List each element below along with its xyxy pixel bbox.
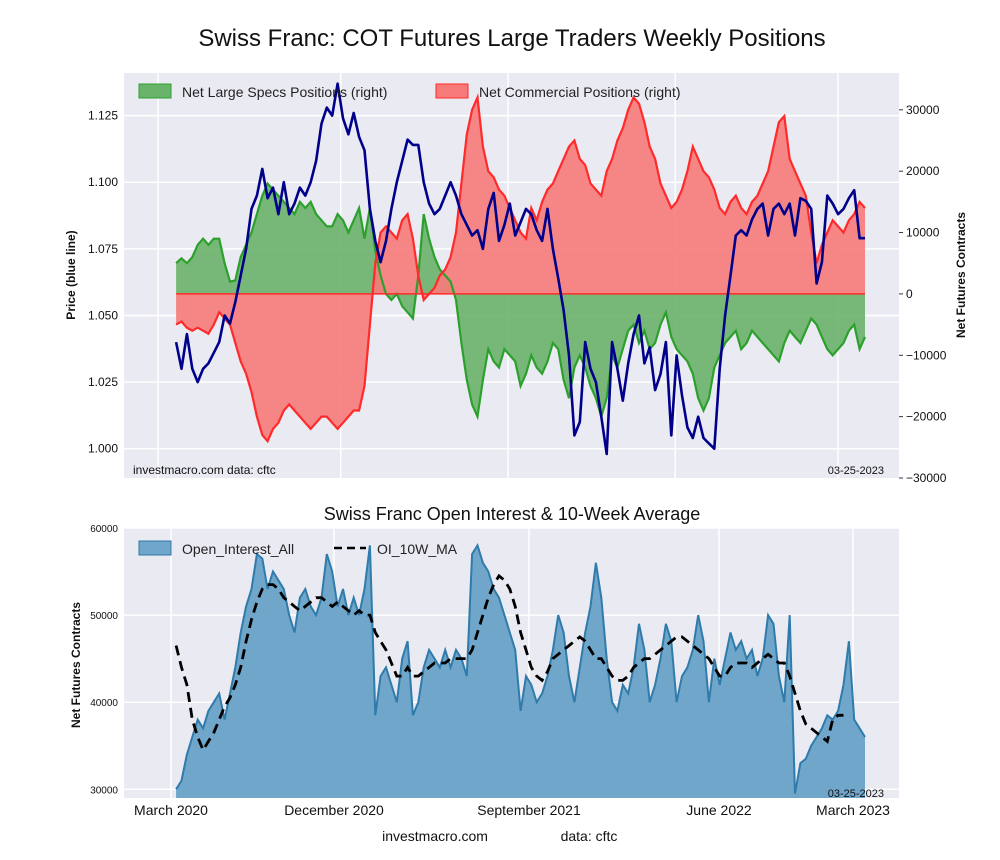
price-line	[174, 82, 865, 456]
bottom-axis-ticks: 30000 40000 50000 60000	[90, 524, 118, 796]
legend-commercial-swatch	[435, 83, 469, 99]
bottom-date-stamp: 03-25-2023	[828, 788, 884, 800]
top-left-tick-label: 1.000	[88, 442, 118, 456]
top-series-group	[174, 82, 867, 456]
top-right-tick-label: 20000	[906, 164, 940, 178]
top-right-axis-ticks: 30000 20000 10000 0 −10000 −20000 −30000	[899, 103, 947, 485]
top-left-tick-label: 1.025	[88, 375, 118, 389]
commercial-line	[175, 93, 866, 444]
legend-commercial-label: Net Commercial Positions (right)	[479, 84, 681, 100]
top-right-axis-label: Net Futures Contracts	[954, 212, 968, 338]
open-interest-line	[175, 543, 866, 794]
ma-line	[174, 573, 844, 754]
open-interest-area	[176, 545, 866, 798]
top-watermark: investmacro.com data: cftc	[133, 463, 276, 477]
bottom-tick-label: 60000	[90, 524, 118, 535]
bottom-x-tick-labels: March 2020 December 2020 September 2021 Jun…	[134, 802, 890, 818]
top-left-tick-label: 1.075	[88, 242, 118, 256]
top-left-tick-label: 1.125	[88, 109, 118, 123]
top-right-tick-label: 0	[906, 287, 913, 301]
bottom-x-tick-label: December 2020	[284, 802, 384, 818]
top-left-tick-label: 1.050	[88, 308, 118, 322]
legend-specs-label: Net Large Specs Positions (right)	[182, 84, 387, 100]
bottom-series-group	[174, 543, 866, 798]
top-chart: 1.000 1.025 1.050 1.075 1.100 1.125 30000 2000…	[64, 73, 968, 485]
bottom-x-tick-label: September 2021	[477, 802, 581, 818]
top-legend: Net Large Specs Positions (right) Net Co…	[138, 83, 681, 100]
top-right-tick-label: 10000	[906, 226, 940, 240]
bottom-chart: 30000 40000 50000 60000 March 2020 December …	[69, 524, 899, 818]
bottom-x-tick-label: March 2023	[816, 802, 890, 818]
top-date-stamp: 03-25-2023	[828, 465, 884, 477]
top-chart-title: Swiss Franc: COT Futures Large Traders W…	[198, 25, 825, 52]
legend-oi-swatch	[138, 540, 172, 556]
bottom-x-tick-label: June 2022	[686, 802, 752, 818]
top-right-tick-label: −30000	[906, 471, 947, 485]
bottom-legend: Open_Interest_All OI_10W_MA	[138, 540, 458, 557]
specs-area	[176, 183, 866, 417]
top-left-axis-ticks: 1.000 1.025 1.050 1.075 1.100 1.125	[88, 109, 118, 456]
commercial-area	[176, 97, 866, 442]
top-right-tick-label: −10000	[906, 348, 947, 362]
top-right-tick-label: 30000	[906, 103, 940, 117]
bottom-tick-label: 50000	[90, 611, 118, 622]
top-left-tick-label: 1.100	[88, 175, 118, 189]
bottom-axis-label: Net Futures Contracts	[69, 602, 83, 728]
bottom-x-tick-label: March 2020	[134, 802, 208, 818]
footer-site: investmacro.com	[382, 828, 488, 844]
top-left-axis-label: Price (blue line)	[64, 230, 78, 319]
bottom-chart-title: Swiss Franc Open Interest & 10-Week Aver…	[324, 504, 701, 524]
legend-ma-label: OI_10W_MA	[377, 541, 458, 557]
legend-specs-swatch	[138, 83, 172, 99]
bottom-tick-label: 30000	[90, 785, 118, 796]
bottom-tick-label: 40000	[90, 698, 118, 709]
top-right-tick-label: −20000	[906, 410, 947, 424]
legend-oi-label: Open_Interest_All	[182, 541, 294, 557]
footer-source: data: cftc	[561, 828, 618, 844]
